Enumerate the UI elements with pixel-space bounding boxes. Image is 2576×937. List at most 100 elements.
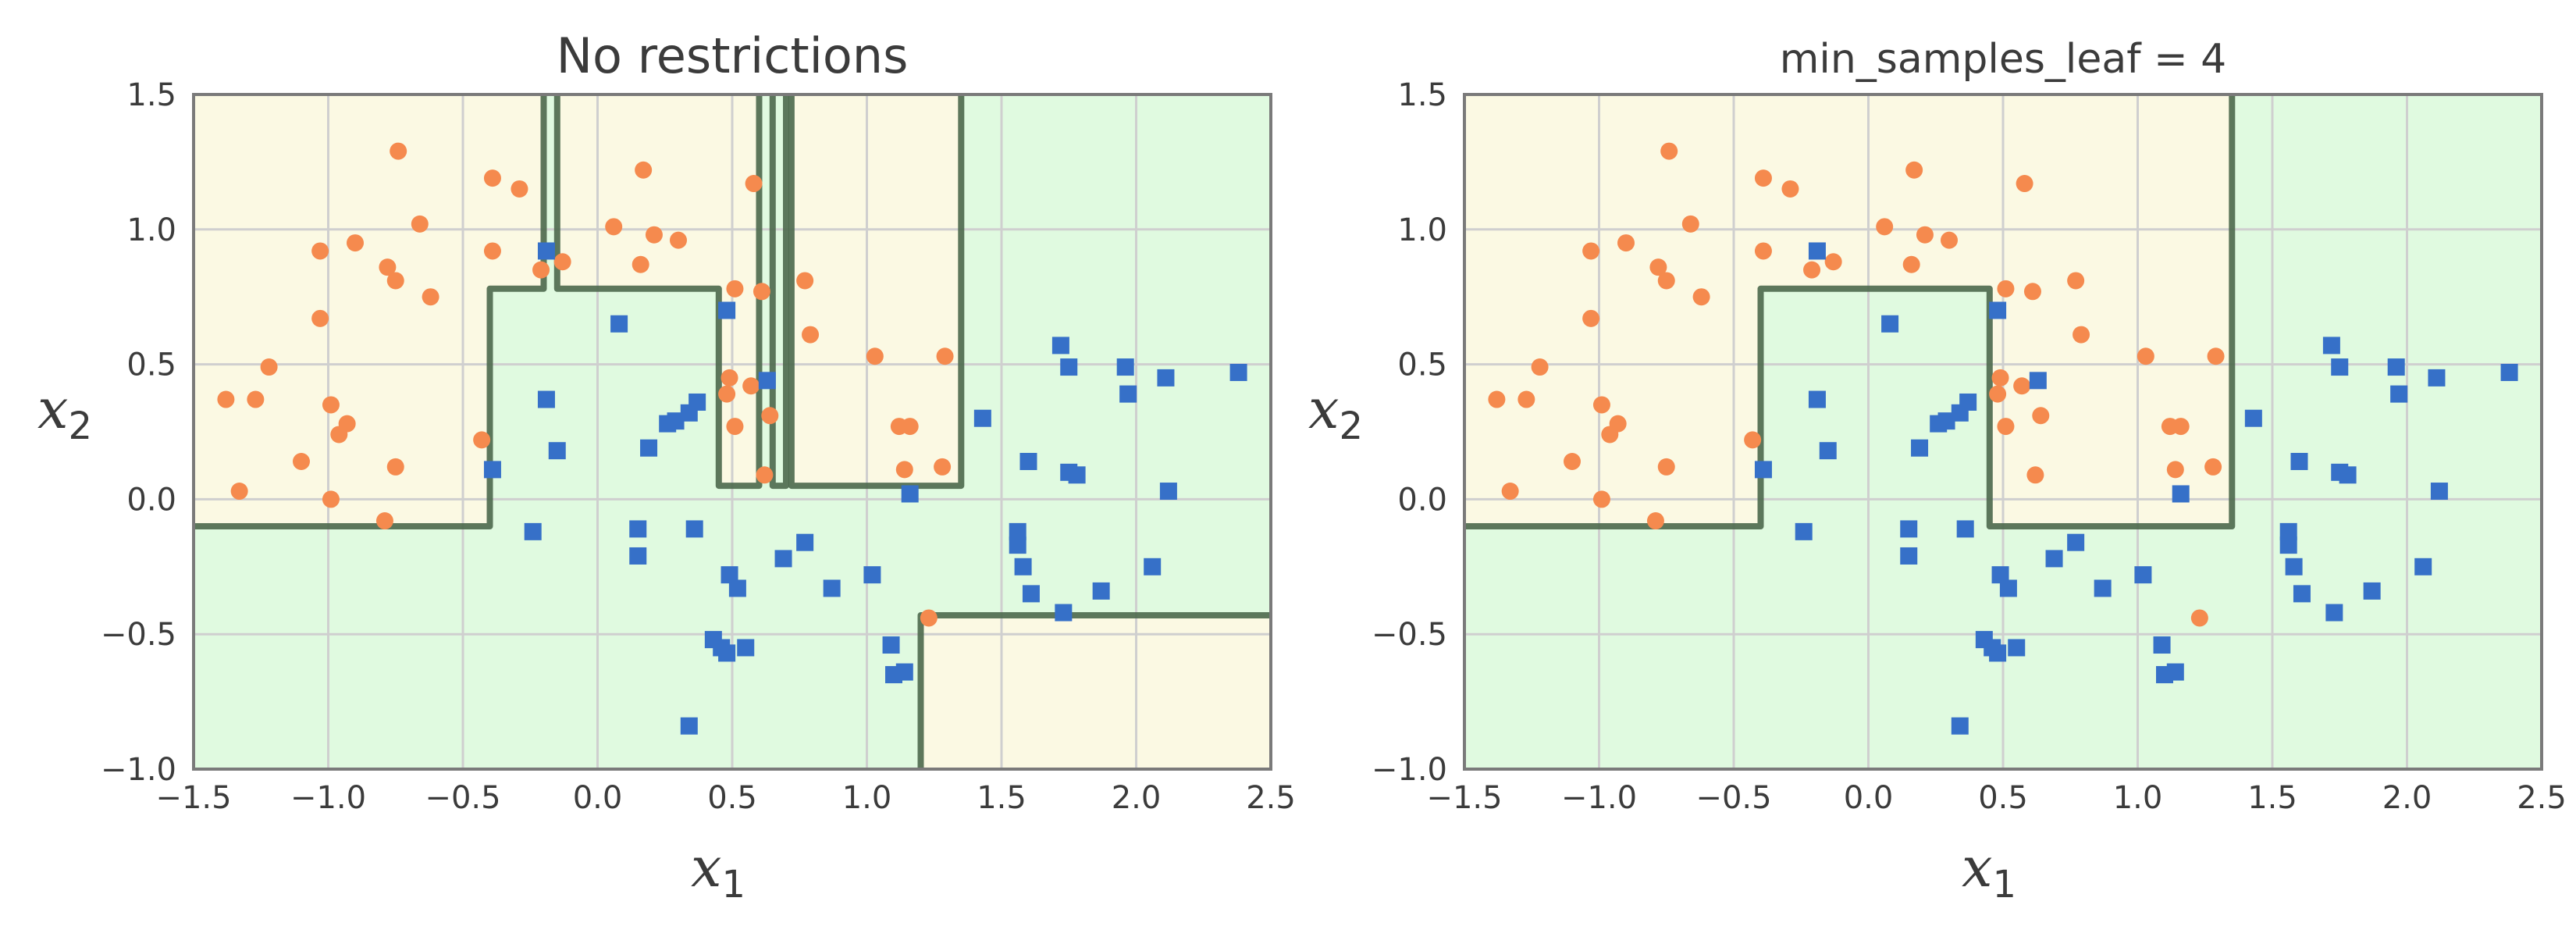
data-point-class1 <box>2279 536 2297 554</box>
data-point-class1 <box>895 663 913 681</box>
data-point-class1 <box>2153 636 2171 654</box>
data-point-class1 <box>1959 393 1977 411</box>
data-point-class0 <box>1989 385 2007 403</box>
data-point-class0 <box>635 161 653 179</box>
data-point-class0 <box>605 218 623 236</box>
data-point-class0 <box>1744 431 1762 449</box>
data-point-class0 <box>1660 142 1678 160</box>
data-point-class1 <box>1116 358 1134 376</box>
data-point-class0 <box>2204 458 2222 476</box>
data-point-class0 <box>726 280 744 297</box>
x-tick-label: 1.5 <box>2247 780 2297 816</box>
data-point-class0 <box>311 309 329 327</box>
data-point-class0 <box>2026 466 2044 484</box>
x-axis-label-main: x <box>1962 835 1992 900</box>
data-point-class1 <box>688 393 706 411</box>
data-point-class1 <box>2285 558 2303 575</box>
data-point-class1 <box>2067 533 2085 551</box>
data-point-class0 <box>2190 609 2208 627</box>
data-point-class1 <box>1009 522 1026 540</box>
data-point-class0 <box>2032 407 2050 425</box>
data-point-class1 <box>882 636 900 654</box>
data-point-class0 <box>375 512 393 530</box>
region-class0-2 <box>557 94 760 486</box>
x-axis-label-main: x <box>691 835 721 900</box>
data-point-class0 <box>338 415 356 433</box>
data-point-class1 <box>1951 717 1969 735</box>
data-point-class0 <box>895 461 913 479</box>
data-point-class1 <box>2166 663 2184 681</box>
data-point-class1 <box>1014 558 1032 575</box>
data-point-class1 <box>1989 301 2007 319</box>
data-point-class1 <box>685 520 703 538</box>
data-point-class1 <box>718 644 736 662</box>
y-tick-label: 1.0 <box>1397 212 1447 248</box>
data-point-class0 <box>745 175 763 193</box>
data-point-class1 <box>680 717 698 735</box>
data-point-class0 <box>1657 272 1675 290</box>
x-tick-label: −1.0 <box>290 780 366 816</box>
data-point-class1 <box>2094 579 2112 597</box>
data-point-class1 <box>640 439 658 457</box>
data-point-class0 <box>1657 458 1675 476</box>
data-point-class1 <box>1991 566 2009 584</box>
plot-frame <box>192 93 1272 771</box>
data-point-class1 <box>1881 315 1899 333</box>
data-point-class1 <box>629 520 647 538</box>
x-tick-label: 0.0 <box>1844 780 1894 816</box>
data-point-class0 <box>934 458 952 476</box>
x-tick-label: 0.5 <box>1978 780 2028 816</box>
x-axis-label-subscript: 1 <box>721 863 745 907</box>
data-point-class1 <box>1009 536 1026 554</box>
data-point-class1 <box>758 372 776 390</box>
data-point-class0 <box>2172 418 2190 436</box>
chart-title: min_samples_leaf = 4 <box>1780 36 2227 83</box>
plot-frame <box>1463 93 2543 771</box>
x-tick-label: 2.5 <box>2517 780 2567 816</box>
data-point-class1 <box>1144 558 1162 575</box>
data-point-class0 <box>230 483 248 501</box>
data-point-class1 <box>2428 369 2446 387</box>
data-point-class0 <box>2207 347 2225 365</box>
x-tick-label: 2.0 <box>2382 780 2432 816</box>
data-point-class0 <box>1991 369 2009 387</box>
data-point-class0 <box>2023 283 2041 301</box>
data-point-class1 <box>2244 409 2262 427</box>
data-point-class1 <box>537 390 555 408</box>
data-point-class0 <box>260 358 278 376</box>
data-point-class0 <box>1488 390 1506 408</box>
data-point-class0 <box>553 253 571 271</box>
data-point-class0 <box>726 418 744 436</box>
data-point-class0 <box>1905 161 1923 179</box>
data-point-class0 <box>2073 326 2090 344</box>
data-point-class1 <box>629 547 647 565</box>
data-point-class0 <box>866 347 884 365</box>
data-point-class0 <box>756 466 774 484</box>
x-tick-label: 0.0 <box>573 780 623 816</box>
data-point-class1 <box>1900 547 1918 565</box>
data-point-class0 <box>1517 390 1535 408</box>
data-point-class0 <box>1754 169 1772 187</box>
x-tick-label: −0.5 <box>1695 780 1771 816</box>
data-point-class0 <box>1876 218 1894 236</box>
y-axis-label: x2 <box>37 377 92 448</box>
data-point-class1 <box>718 301 736 319</box>
data-point-class1 <box>1157 369 1175 387</box>
data-point-class1 <box>2279 522 2297 540</box>
x-tick-label: −1.5 <box>155 780 231 816</box>
data-point-class0 <box>532 261 550 279</box>
y-axis-label: x2 <box>1308 377 1363 448</box>
data-point-class0 <box>347 234 364 252</box>
data-point-class0 <box>1902 255 1920 273</box>
y-tick-label: 0.0 <box>1397 482 1447 518</box>
data-point-class0 <box>2067 272 2085 290</box>
data-point-class1 <box>2029 372 2047 390</box>
data-point-class0 <box>901 418 919 436</box>
data-point-class0 <box>386 272 404 290</box>
data-point-class1 <box>2390 385 2408 403</box>
y-tick-label: −1.0 <box>1372 752 1447 788</box>
data-point-class1 <box>2045 550 2063 568</box>
data-point-class1 <box>1989 644 2007 662</box>
x-tick-label: 0.5 <box>707 780 757 816</box>
